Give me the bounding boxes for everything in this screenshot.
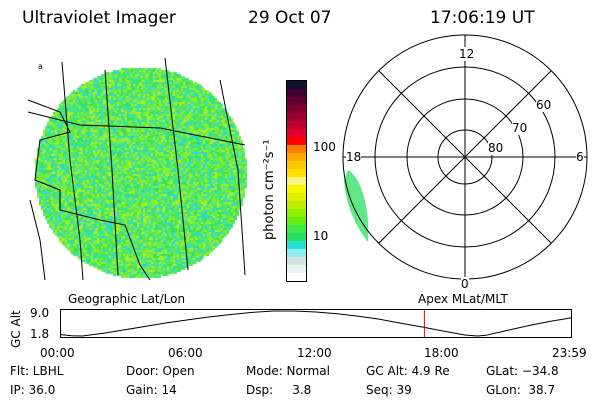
colorbar-swatch (287, 177, 306, 185)
status-flt: Flt: LBHL (10, 364, 63, 378)
orbit-altitude-line (61, 311, 571, 336)
colorbar-swatch (287, 113, 306, 121)
colorbar-swatch (287, 217, 306, 225)
status-gcalt: GC Alt: 4.9 Re (366, 364, 450, 378)
colorbar-swatch (287, 193, 306, 201)
orbit-xtick-0: 00:00 (40, 346, 75, 360)
mlt-18: 18 (346, 150, 361, 164)
polar-aurora-patch (344, 170, 368, 242)
colorbar-tick-100: 100 (313, 140, 336, 154)
mlt-0: 0 (461, 277, 469, 291)
colorbar (286, 80, 307, 282)
geo-caption: Geographic Lat/Lon (68, 292, 185, 306)
colorbar-swatch (287, 145, 306, 153)
status-glon: GLon: 38.7 (486, 383, 555, 397)
status-door: Door: Open (126, 364, 195, 378)
lat-60: 60 (536, 98, 551, 112)
orbit-xtick-2: 12:00 (297, 346, 332, 360)
colorbar-swatch (287, 201, 306, 209)
colorbar-swatch (287, 81, 306, 89)
colorbar-swatch (287, 153, 306, 161)
lat-70: 70 (512, 121, 527, 135)
orbit-ytick-1.8: 1.8 (30, 327, 49, 341)
colorbar-swatch (287, 249, 306, 257)
colorbar-swatch (287, 89, 306, 97)
colorbar-swatch (287, 105, 306, 113)
mlt-6: 6 (576, 150, 584, 164)
colorbar-tick-10: 10 (313, 229, 328, 243)
orbit-xtick-1: 06:00 (168, 346, 203, 360)
status-glat: GLat: −34.8 (486, 364, 559, 378)
colorbar-swatch (287, 121, 306, 129)
polar-plot (340, 30, 590, 285)
colorbar-swatch (287, 241, 306, 249)
status-ip: IP: 36.0 (10, 383, 55, 397)
colorbar-swatch (287, 265, 306, 273)
colorbar-swatch (287, 185, 306, 193)
orbit-xtick-3: 18:00 (424, 346, 459, 360)
status-seq: Seq: 39 (366, 383, 412, 397)
colorbar-swatch (287, 161, 306, 169)
colorbar-swatch (287, 273, 306, 281)
colorbar-swatch (287, 209, 306, 217)
status-mode: Mode: Normal (246, 364, 330, 378)
status-gain: Gain: 14 (126, 383, 177, 397)
colorbar-swatch (287, 169, 306, 177)
status-dsp: Dsp: 3.8 (246, 383, 311, 397)
colorbar-swatch (287, 257, 306, 265)
orbit-ytick-9: 9.0 (30, 306, 49, 320)
colorbar-swatch (287, 233, 306, 241)
apex-caption: Apex MLat/MLT (418, 292, 508, 306)
colorbar-swatch (287, 97, 306, 105)
colorbar-swatch (287, 225, 306, 233)
colorbar-unit-label: photon cm⁻²s⁻¹ (262, 139, 277, 240)
orbit-plot (60, 309, 572, 339)
colorbar-swatch (287, 129, 306, 137)
colorbar-swatch (287, 137, 306, 145)
orbit-xtick-4: 23:59 (552, 346, 587, 360)
orbit-ylabel: GC Alt (9, 310, 23, 348)
lat-80: 80 (488, 141, 503, 155)
mlt-12: 12 (459, 47, 474, 61)
corner-label: a (38, 62, 43, 71)
